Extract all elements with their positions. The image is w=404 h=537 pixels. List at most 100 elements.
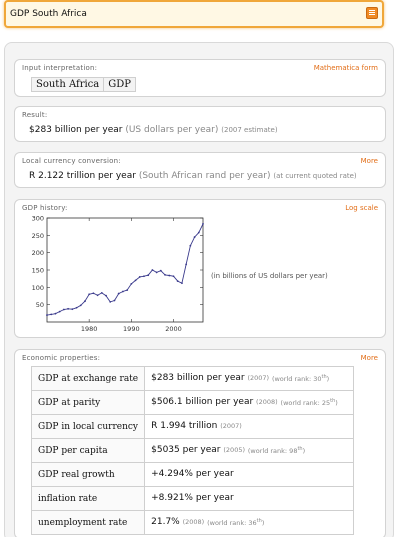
table-row: GDP in local currency R 1.994 trillion (2…	[30, 414, 355, 439]
plot-frame	[46, 217, 204, 323]
data-point	[96, 294, 99, 297]
property-value-cell: 21.7% (2008) (world rank: 36th)	[144, 510, 355, 535]
y-tick-label: 100	[32, 284, 44, 292]
search-input[interactable]	[10, 6, 360, 22]
property-value-cell: $506.1 billion per year (2008) (world ra…	[144, 390, 355, 415]
table-row: unemployment rate 21.7% (2008) (world ran…	[30, 510, 355, 535]
more-link[interactable]: More	[360, 157, 378, 165]
data-point	[138, 276, 141, 278]
property-value: $5035 per year	[151, 445, 221, 456]
pod-title: Local currency conversion:	[22, 157, 121, 165]
data-point	[92, 292, 95, 295]
table-row: GDP at exchange rate $283 billion per yea…	[30, 366, 355, 391]
pod-title: Result:	[22, 111, 48, 119]
data-point	[126, 289, 129, 292]
property-value: +4.294% per year	[151, 469, 234, 480]
data-point	[193, 236, 196, 238]
local-value-line: R 2.122 trillion per year (South African…	[29, 171, 357, 181]
property-label: GDP in local currency	[30, 414, 146, 439]
search-button[interactable]	[366, 7, 378, 19]
data-point	[130, 282, 133, 285]
data-point	[164, 273, 166, 276]
data-point	[197, 231, 200, 234]
table-row: GDP per capita $5035 per year (2005) (wor…	[30, 438, 355, 463]
x-tick-label: 2000	[165, 325, 182, 333]
property-value: $506.1 billion per year	[151, 397, 254, 408]
property-year: (2008)	[256, 398, 278, 407]
property-year: (2007)	[247, 374, 270, 383]
interpretation-tags: South Africa GDP	[31, 77, 136, 92]
local-value: R 2.122 trillion per year	[29, 171, 136, 181]
property-rank: (world rank: 98th)	[247, 445, 306, 455]
local-note: (at current quoted rate)	[273, 172, 357, 180]
table-row: inflation rate +8.921% per year	[30, 486, 355, 511]
property-value-cell: R 1.994 trillion (2007)	[144, 414, 355, 439]
pod-input-interpretation: Input interpretation: Mathematica form S…	[14, 59, 386, 97]
property-value: +8.921% per year	[151, 493, 234, 504]
property-year: (2005)	[223, 446, 246, 455]
data-point	[134, 279, 137, 282]
data-point	[121, 290, 124, 293]
pod-title: Economic properties:	[22, 354, 101, 362]
x-tick-label: 1980	[81, 325, 98, 333]
tag-property: GDP	[103, 77, 136, 92]
pod-result: Result: $283 billion per year (US dollar…	[14, 106, 386, 142]
data-point	[147, 274, 150, 277]
property-label: GDP at parity	[30, 390, 146, 415]
y-tick-label: 250	[32, 232, 44, 240]
data-point	[62, 308, 65, 311]
log-scale-link[interactable]: Log scale	[345, 204, 378, 212]
mathematica-form-link[interactable]: Mathematica form	[313, 64, 378, 72]
table-row: GDP at parity $506.1 billion per year (20…	[30, 390, 355, 415]
pod-local-currency: Local currency conversion: More R 2.122 …	[14, 152, 386, 188]
y-tick-label: 150	[32, 267, 44, 275]
property-value-cell: $5035 per year (2005) (world rank: 98th)	[144, 438, 355, 463]
data-point	[155, 271, 158, 274]
data-point	[159, 269, 162, 272]
data-point	[100, 291, 103, 294]
result-unit: (US dollars per year)	[125, 125, 219, 135]
property-label: GDP per capita	[30, 438, 146, 463]
result-value: $283 billion per year	[29, 125, 123, 135]
tag-country: South Africa	[31, 77, 105, 92]
data-point	[168, 274, 171, 277]
data-point	[58, 310, 61, 313]
data-point	[113, 299, 116, 302]
gdp-history-chart: 50 100 150 200 250 300 1980 1990 2000	[32, 215, 204, 333]
results-panel: Input interpretation: Mathematica form S…	[4, 42, 394, 537]
pod-economic-properties: Economic properties: More GDP at exchang…	[14, 349, 386, 537]
data-point	[202, 222, 204, 225]
search-bar	[4, 0, 384, 28]
data-point	[79, 304, 82, 307]
property-value: 21.7%	[151, 517, 180, 528]
data-point	[172, 275, 175, 278]
gdp-series-line	[46, 223, 204, 316]
y-tick-label: 300	[32, 215, 44, 223]
data-point	[46, 314, 48, 316]
data-point	[54, 312, 57, 315]
property-rank: (world rank: 30th)	[271, 373, 330, 383]
menu-lines-icon	[369, 10, 375, 11]
chart-units-note: (in billions of US dollars per year)	[211, 272, 328, 280]
more-link[interactable]: More	[360, 354, 378, 362]
data-point	[176, 280, 179, 282]
pod-title: GDP history:	[22, 204, 68, 212]
data-point	[84, 300, 86, 303]
data-point	[109, 300, 112, 303]
data-point	[143, 275, 145, 278]
property-value: R 1.994 trillion	[151, 421, 218, 432]
data-point	[105, 294, 107, 297]
property-value: $283 billion per year	[151, 373, 245, 384]
property-label: GDP at exchange rate	[30, 366, 146, 391]
result-value-line: $283 billion per year (US dollars per ye…	[29, 125, 278, 135]
property-label: inflation rate	[30, 486, 146, 511]
pod-gdp-history: GDP history: Log scale 50 100 150 200 250 300…	[14, 199, 386, 338]
local-unit: (South African rand per year)	[138, 171, 271, 181]
property-rank: (world rank: 25th)	[280, 397, 338, 407]
data-point	[151, 269, 154, 271]
economic-properties-table: GDP at exchange rate $283 billion per yea…	[30, 366, 355, 535]
data-point	[67, 307, 69, 310]
property-label: GDP real growth	[30, 462, 146, 487]
data-point	[117, 292, 120, 295]
data-point	[75, 306, 78, 309]
